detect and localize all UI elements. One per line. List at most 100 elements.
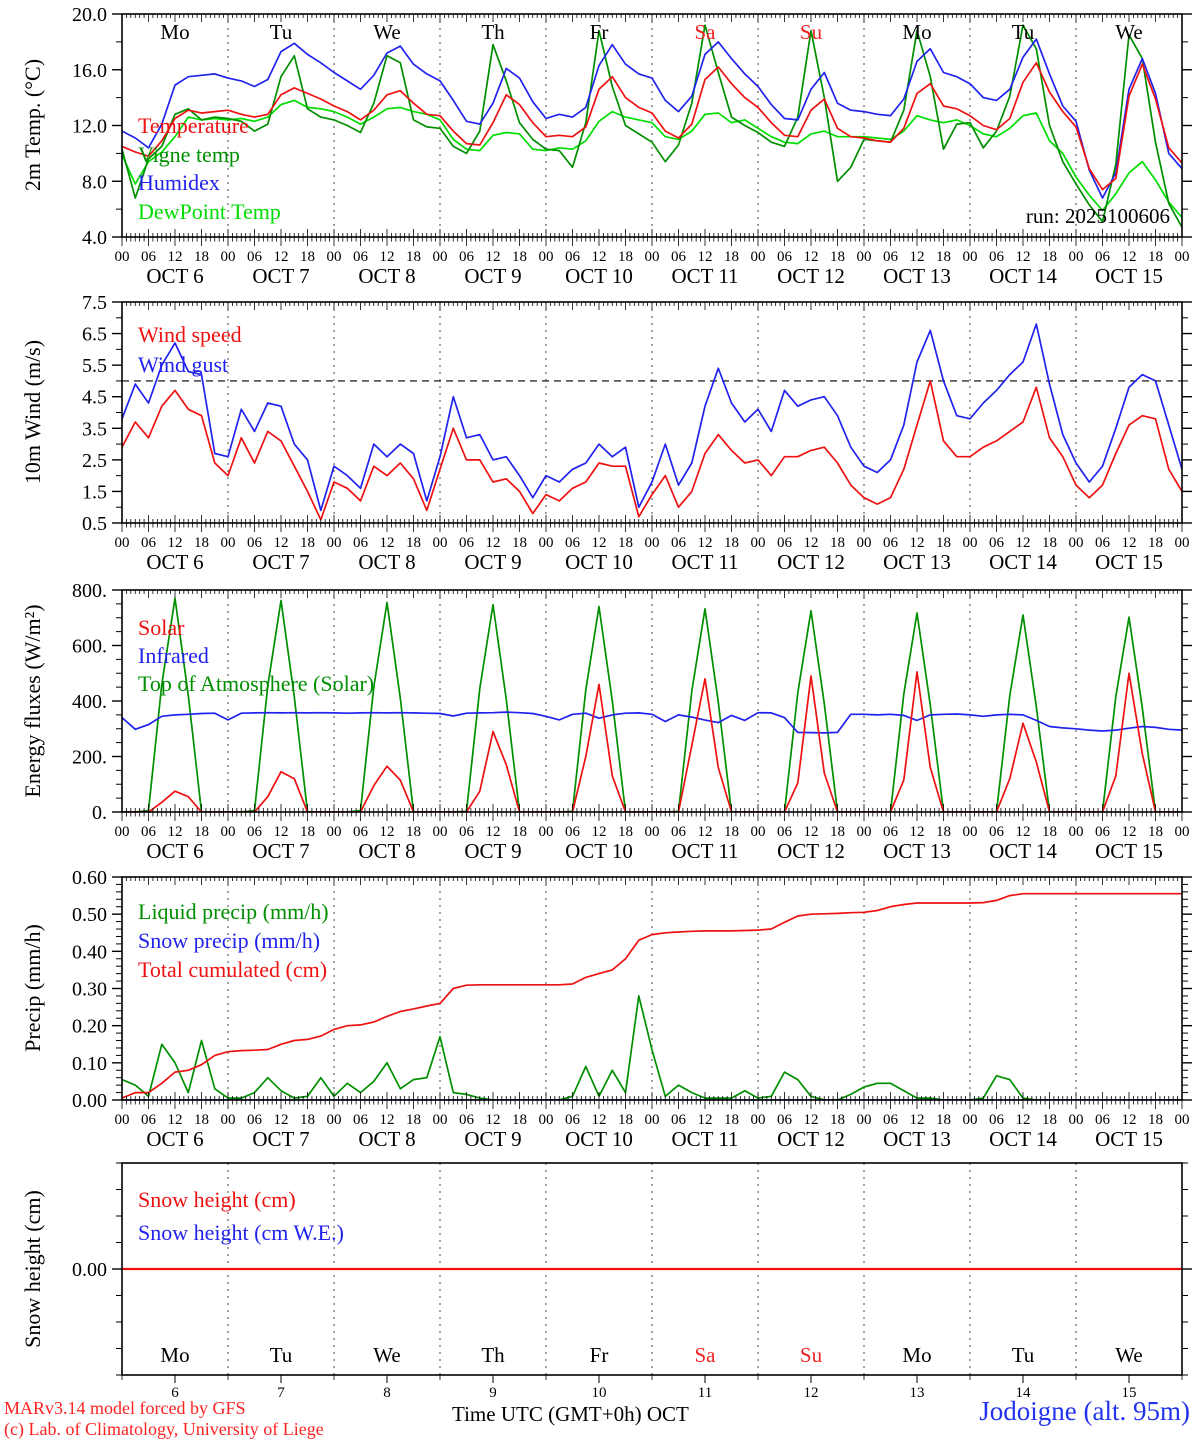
weekday-label: Su (800, 20, 823, 44)
weekday-label: We (1115, 20, 1142, 44)
hour-tick-label: 06 (1095, 824, 1111, 840)
station-label: Jodoigne (alt. 95m) (979, 1396, 1190, 1426)
series-wind-speed (122, 380, 1182, 521)
hour-tick-label: 06 (459, 824, 475, 840)
day-number-label: 7 (277, 1385, 285, 1401)
date-label: OCT 13 (883, 839, 951, 863)
hour-tick-label: 18 (194, 535, 209, 551)
weekday-label: Tu (1012, 20, 1035, 44)
hour-tick-label: 12 (592, 249, 607, 265)
hour-tick-label: 00 (963, 824, 978, 840)
weekday-label: Sa (695, 20, 717, 44)
hour-tick-label: 06 (459, 1112, 475, 1128)
hour-tick-label: 18 (300, 249, 315, 265)
hour-tick-label: 00 (221, 1112, 236, 1128)
legend-wind: Wind speed Wind gust (138, 320, 242, 380)
hour-tick-label: 12 (380, 249, 395, 265)
date-label: OCT 14 (989, 550, 1057, 574)
hour-tick-label: 00 (539, 1112, 554, 1128)
hour-tick-label: 12 (698, 249, 713, 265)
date-label: OCT 12 (777, 839, 845, 863)
hour-tick-label: 12 (274, 824, 289, 840)
hour-tick-label: 18 (512, 1112, 527, 1128)
legend-item-temperature: Temperature (138, 113, 249, 138)
hour-tick-label: 18 (1042, 1112, 1057, 1128)
hour-tick-label: 00 (1069, 535, 1084, 551)
date-label: OCT 10 (565, 264, 633, 288)
hour-tick-label: 06 (989, 1112, 1005, 1128)
date-label: OCT 12 (777, 550, 845, 574)
y-tick-label: 800. (72, 580, 107, 602)
hour-tick-label: 06 (247, 824, 263, 840)
hour-tick-label: 06 (141, 824, 157, 840)
y-tick-label: 0.00 (72, 1259, 107, 1281)
hour-tick-label: 00 (857, 824, 872, 840)
hour-tick-label: 18 (936, 249, 951, 265)
hour-tick-label: 12 (804, 824, 819, 840)
hour-tick-label: 12 (168, 824, 183, 840)
hour-tick-label: 12 (486, 824, 501, 840)
hour-tick-label: 18 (936, 1112, 951, 1128)
hour-tick-label: 18 (830, 249, 845, 265)
legend-item-total-cumulated-cm: Total cumulated (cm) (138, 957, 328, 982)
hour-tick-label: 06 (883, 535, 899, 551)
hour-tick-label: 18 (300, 824, 315, 840)
hour-tick-label: 18 (830, 535, 845, 551)
hour-tick-label: 06 (353, 249, 369, 265)
hour-tick-label: 18 (1148, 249, 1163, 265)
hour-tick-label: 06 (459, 535, 475, 551)
hour-tick-label: 00 (645, 824, 660, 840)
legend-item-snow-precip-mm-h: Snow precip (mm/h) (138, 928, 321, 953)
hour-tick-label: 00 (1175, 249, 1190, 265)
hour-tick-label: 18 (1148, 1112, 1163, 1128)
hour-tick-label: 00 (539, 824, 554, 840)
hour-tick-label: 18 (194, 249, 209, 265)
weekday-label: Th (481, 20, 505, 44)
hour-tick-label: 00 (751, 824, 766, 840)
hour-tick-label: 00 (645, 535, 660, 551)
hour-tick-label: 00 (433, 824, 448, 840)
hour-tick-label: 12 (592, 1112, 607, 1128)
hour-tick-label: 12 (1016, 824, 1031, 840)
hour-tick-label: 06 (1095, 535, 1111, 551)
hour-tick-label: 18 (194, 824, 209, 840)
hour-tick-label: 12 (168, 249, 183, 265)
hour-tick-label: 12 (592, 824, 607, 840)
hour-tick-label: 06 (353, 535, 369, 551)
series-solar (122, 671, 1182, 812)
hour-tick-label: 12 (804, 1112, 819, 1128)
hour-tick-label: 00 (1069, 249, 1084, 265)
footer-model-info: MARv3.14 model forced by GFS (4, 1398, 246, 1418)
hour-tick-label: 06 (883, 1112, 899, 1128)
hour-tick-label: 00 (327, 824, 342, 840)
y-tick-label: 0.5 (82, 513, 107, 535)
hour-tick-label: 18 (300, 1112, 315, 1128)
y-tick-label: 600. (72, 636, 107, 658)
run-label: run: 2025100606 (1025, 204, 1170, 228)
y-tick-label: 0.00 (72, 1090, 107, 1112)
date-label: OCT 7 (252, 264, 309, 288)
date-label: OCT 15 (1095, 1127, 1163, 1151)
hour-tick-label: 12 (1122, 824, 1137, 840)
weekday-label: Mo (160, 1343, 189, 1367)
date-label: OCT 10 (565, 550, 633, 574)
hour-tick-label: 06 (777, 824, 793, 840)
hour-tick-label: 12 (804, 535, 819, 551)
hour-tick-label: 06 (141, 249, 157, 265)
y-tick-label: 0.20 (72, 1016, 107, 1038)
y-tick-label: 20.0 (72, 4, 107, 26)
legend-item-wind-gust: Wind gust (138, 352, 229, 377)
hour-tick-label: 00 (857, 249, 872, 265)
weekday-label: Mo (160, 20, 189, 44)
legend-item-top-of-atmosphere-solar: Top of Atmosphere (Solar) (138, 671, 375, 696)
legend-item-snow-height-cm: Snow height (cm) (138, 1187, 296, 1212)
y-axis-title-energy: Energy fluxes (W/m²) (20, 604, 45, 798)
hour-tick-label: 18 (512, 249, 527, 265)
date-label: OCT 15 (1095, 839, 1163, 863)
panel-frame (121, 301, 1183, 524)
hour-tick-label: 00 (327, 1112, 342, 1128)
day-number-label: 6 (171, 1385, 179, 1401)
hour-tick-label: 12 (1016, 1112, 1031, 1128)
legend-item-liquid-precip-mm-h: Liquid precip (mm/h) (138, 899, 329, 924)
legend-item-vigne-temp: Vigne temp (138, 141, 240, 167)
